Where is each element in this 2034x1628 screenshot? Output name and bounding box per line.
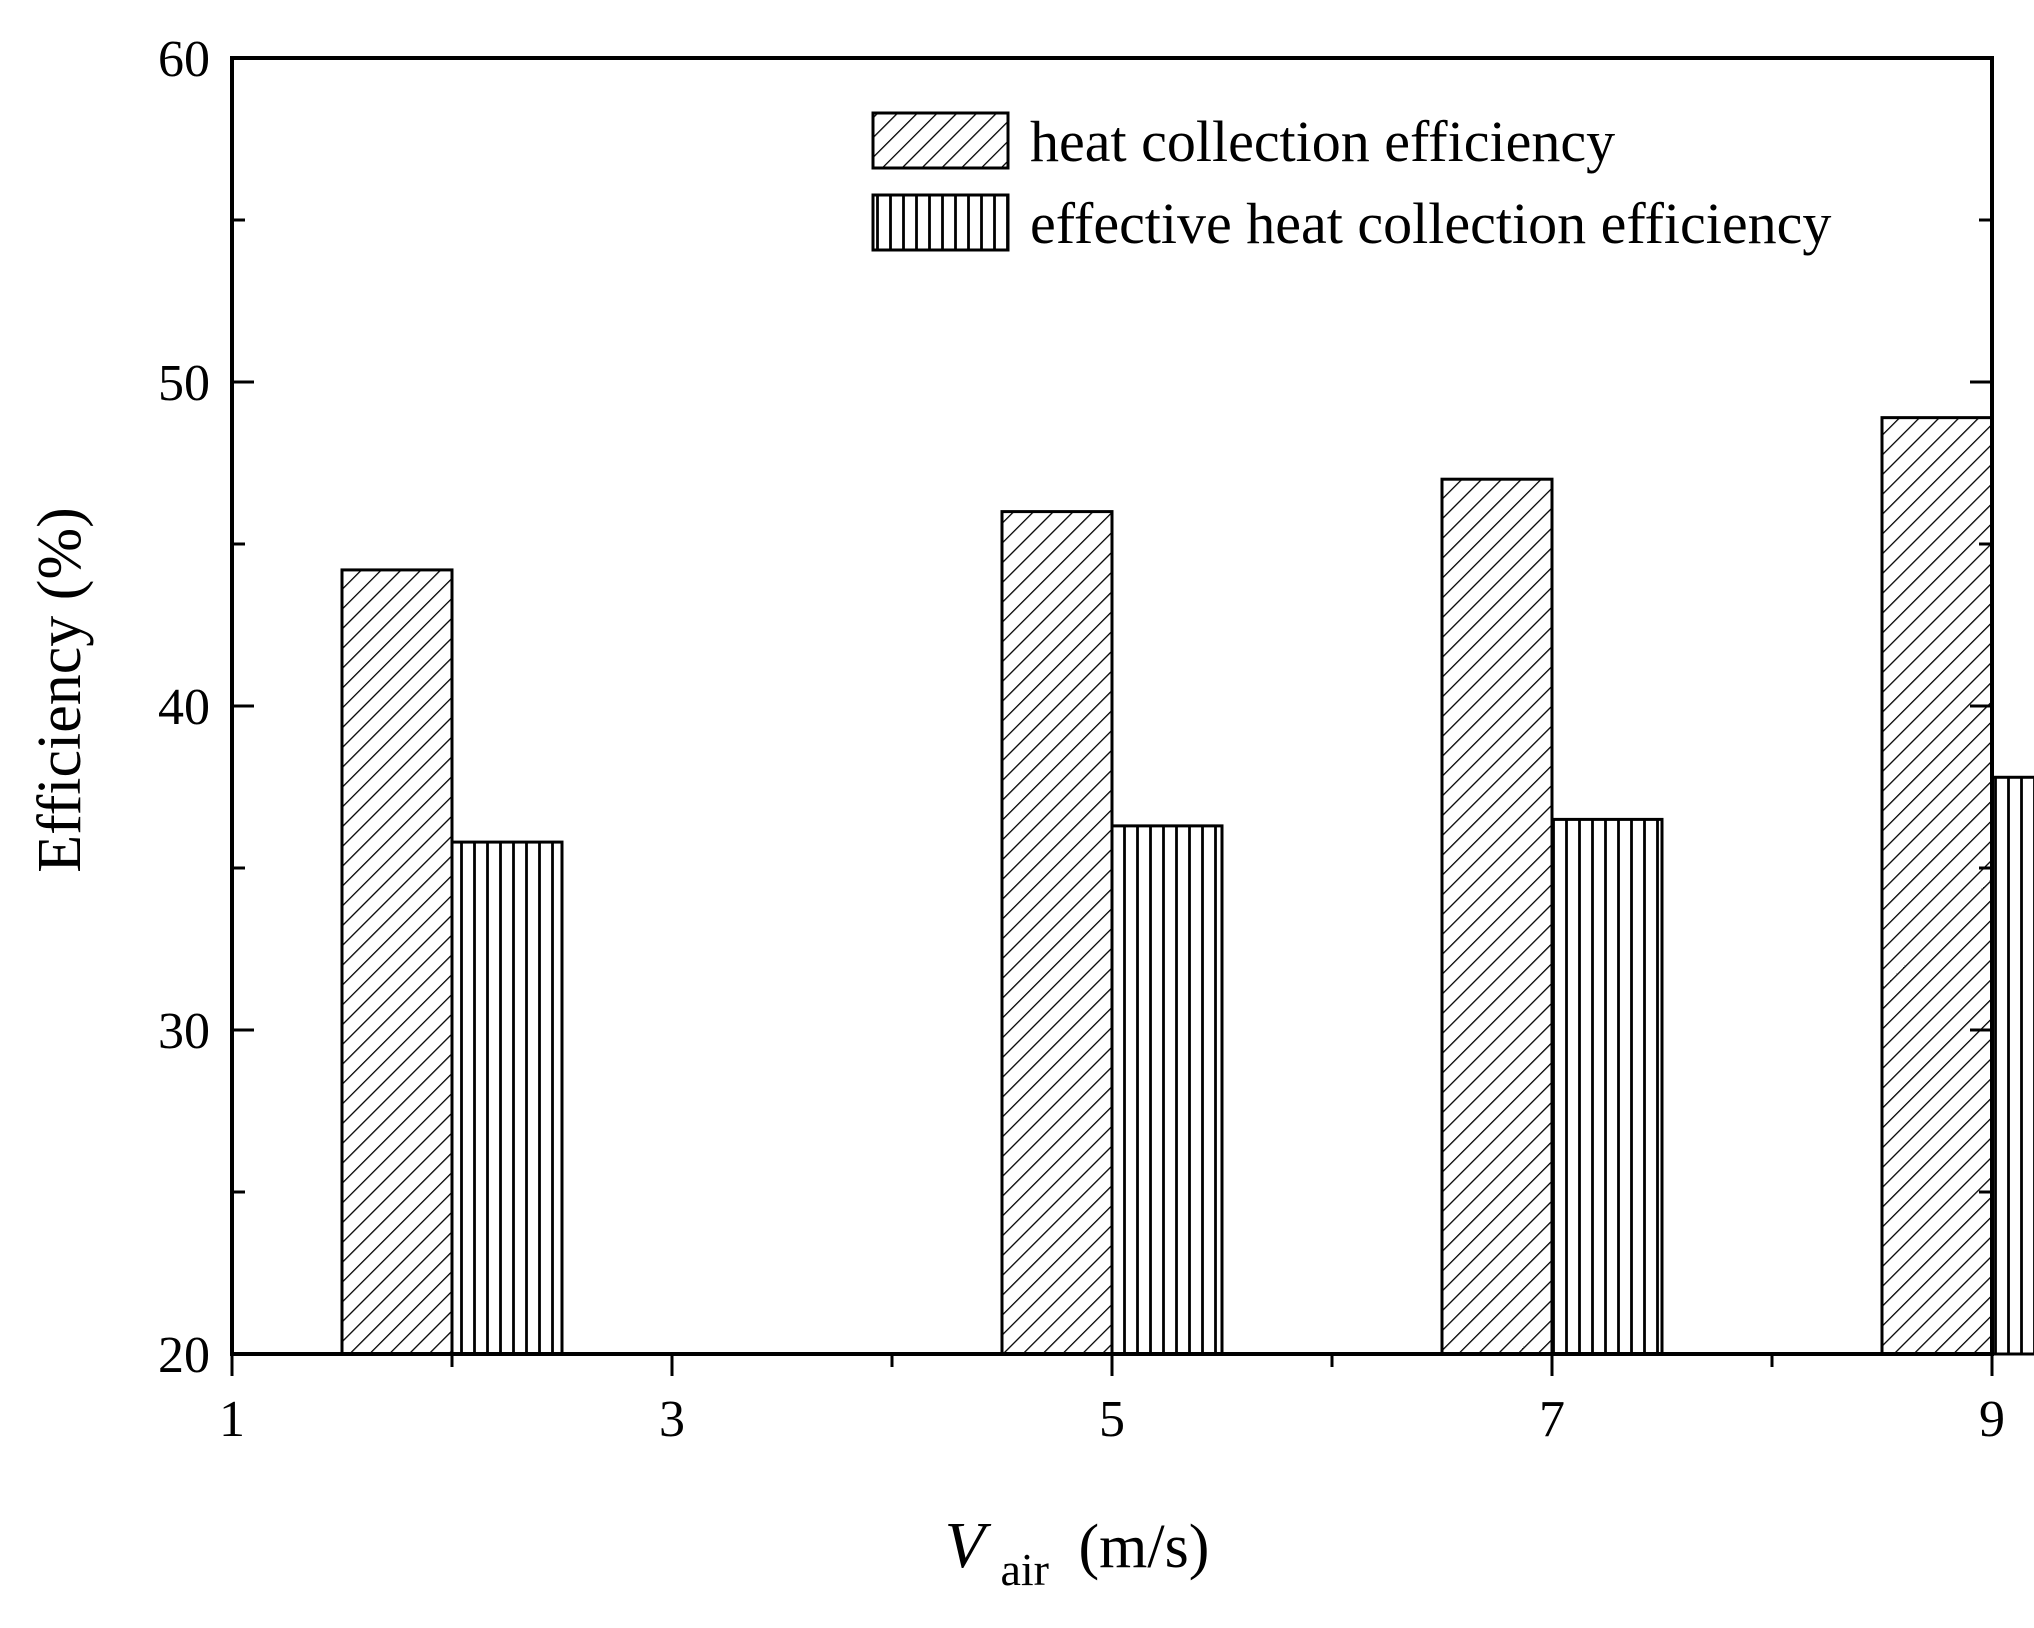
x-axis-label-unit: (m/s) xyxy=(1078,1513,1209,1581)
y-tick-label: 20 xyxy=(158,1327,210,1384)
y-tick-label: 30 xyxy=(158,1003,210,1060)
legend-swatch-heat-collection-efficiency xyxy=(871,111,1010,170)
bar-heat-collection-efficiency-2 xyxy=(340,568,454,1356)
legend-label-effective-heat-collection-efficiency: effective heat collection efficiency xyxy=(1030,191,1831,256)
legend: heat collection efficiency effective hea… xyxy=(871,109,1831,256)
y-tick-label: 60 xyxy=(158,31,210,88)
x-tick-label: 3 xyxy=(659,1391,685,1448)
bar-heat-collection-efficiency-9 xyxy=(1880,416,1994,1356)
legend-swatch-effective-heat-collection-efficiency xyxy=(871,193,1010,252)
y-tick-label: 40 xyxy=(158,679,210,736)
x-axis-label-subscript: air xyxy=(1000,1544,1049,1595)
x-tick-label: 7 xyxy=(1539,1391,1565,1448)
bar-effective-heat-collection-efficiency-2 xyxy=(450,840,564,1356)
legend-label-heat-collection-efficiency: heat collection efficiency xyxy=(1030,109,1615,174)
x-tick-label: 5 xyxy=(1099,1391,1125,1448)
y-axis-label: Efficiency (%) xyxy=(26,507,94,873)
ticks: 20 30 40 50 60 1 3 5 7 9 xyxy=(158,31,2005,1448)
x-axis-label: V air (m/s) xyxy=(945,1509,1210,1599)
y-tick-label: 50 xyxy=(158,355,210,412)
bar-effective-heat-collection-efficiency-5 xyxy=(1110,824,1224,1356)
bar-heat-collection-efficiency-7 xyxy=(1440,477,1554,1356)
bar-effective-heat-collection-efficiency-9 xyxy=(1990,775,2034,1356)
x-axis-label-main: V xyxy=(945,1509,992,1582)
bar-heat-collection-efficiency-5 xyxy=(1000,510,1114,1356)
bar-effective-heat-collection-efficiency-7 xyxy=(1550,817,1664,1356)
x-tick-label: 9 xyxy=(1979,1391,2005,1448)
bars-layer xyxy=(340,416,2034,1356)
x-tick-label: 1 xyxy=(219,1391,245,1448)
